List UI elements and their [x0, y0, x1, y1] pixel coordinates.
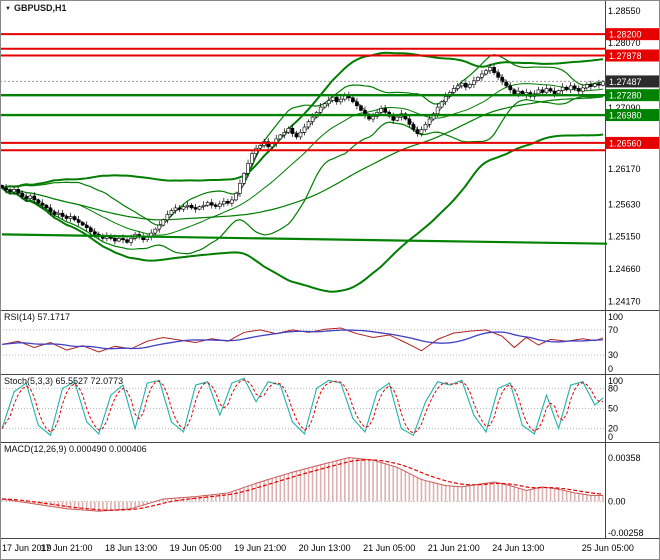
macd-panel: 0.00358 0.00 -0.00258: [0, 453, 644, 538]
price-label: 1.24170: [608, 296, 641, 306]
price-badge-green: [606, 89, 659, 102]
bollinger-wide-lower: [1, 133, 604, 293]
indicator-axis-label: 0.00: [608, 496, 626, 506]
price-badge-label: 1.26560: [609, 138, 642, 148]
bollinger-narrow-middle: [1, 83, 604, 236]
time-label: 17 Jun 21:00: [41, 543, 93, 553]
main-plot-area[interactable]: [0, 1, 605, 310]
indicator-axis-label: -0.00258: [608, 528, 644, 538]
price-badge-red: [606, 49, 659, 62]
price-label: 1.25630: [608, 200, 641, 210]
indicator-axis-label: 100: [608, 376, 623, 386]
time-label: 19 Jun 05:00: [170, 543, 222, 553]
rsi-ma-line: [1, 329, 603, 350]
bollinger-narrow-upper: [1, 54, 604, 226]
time-label: 19 Jun 21:00: [234, 543, 286, 553]
indicator-axis-label: 20: [608, 424, 618, 434]
indicator-axis-label: 80: [608, 383, 618, 393]
time-label: 25 Jun 05:00: [582, 543, 634, 553]
macd-plot-area[interactable]: [0, 443, 605, 538]
time-label: 18 Jun 13:00: [105, 543, 157, 553]
price-badge-label: 1.27487: [609, 77, 642, 87]
price-badge-label: 1.27280: [609, 91, 642, 101]
price-badge-red: [606, 28, 659, 41]
support-trendline: [1, 233, 608, 245]
candlestick-series: [0, 63, 605, 246]
macd-signal-line: [1, 459, 604, 511]
horizontal-levels: [0, 33, 608, 245]
bollinger-wide-middle: [1, 96, 604, 221]
indicator-axis-label: 30: [608, 350, 618, 360]
stoch-d-line: [1, 379, 603, 434]
rsi-plot-area[interactable]: [0, 311, 605, 374]
price-label: 1.26170: [608, 164, 641, 174]
indicator-axis-label: 0: [608, 432, 613, 442]
price-badge-label: 1.27878: [609, 51, 642, 61]
indicator-axis-label: 100: [608, 312, 623, 322]
price-badge-dark: [606, 75, 659, 88]
price-label: 1.27090: [608, 103, 641, 113]
symbol-dropdown-icon: ▼: [5, 6, 11, 12]
time-label: 24 Jun 13:00: [492, 543, 544, 553]
rsi-label: RSI(14) 57.1717: [4, 312, 71, 322]
bollinger-narrow-lower: [1, 95, 604, 255]
price-label: 1.28550: [608, 6, 641, 16]
indicator-axis-label: 50: [608, 404, 618, 414]
stoch-k-line: [1, 377, 604, 437]
price-label: 1.25150: [608, 231, 641, 241]
time-label: 17 Jun 2019: [2, 543, 52, 553]
price-label: 1.24660: [608, 264, 641, 274]
price-badge-label: 1.26980: [609, 111, 642, 121]
chart-title-label: GBPUSD,H1: [13, 3, 67, 13]
price-badge-red: [606, 136, 659, 149]
chart-title: ▼ GBPUSD,H1: [5, 3, 66, 13]
price-badge-label: 1.28200: [609, 30, 642, 40]
indicator-axis-label: 0.00358: [608, 453, 641, 463]
price-badge-green: [606, 109, 659, 122]
indicator-axis-label: 70: [608, 325, 618, 335]
time-label: 21 Jun 21:00: [428, 543, 480, 553]
time-label: 21 Jun 05:00: [363, 543, 415, 553]
time-label: 20 Jun 13:00: [299, 543, 351, 553]
price-label: 1.28070: [608, 38, 641, 48]
macd-label: MACD(12,26,9) 0.000490 0.000406: [4, 444, 147, 454]
indicator-axis-label: 0: [608, 364, 613, 374]
rsi-panel: 100 70 30 0: [0, 312, 623, 374]
stoch-label: Stoch(5,3,3) 65.5527 72.0773: [4, 376, 124, 386]
price-axis[interactable]: 1.28550 1.28070 1.27090 1.26170 1.25630 1.251…: [606, 6, 659, 306]
